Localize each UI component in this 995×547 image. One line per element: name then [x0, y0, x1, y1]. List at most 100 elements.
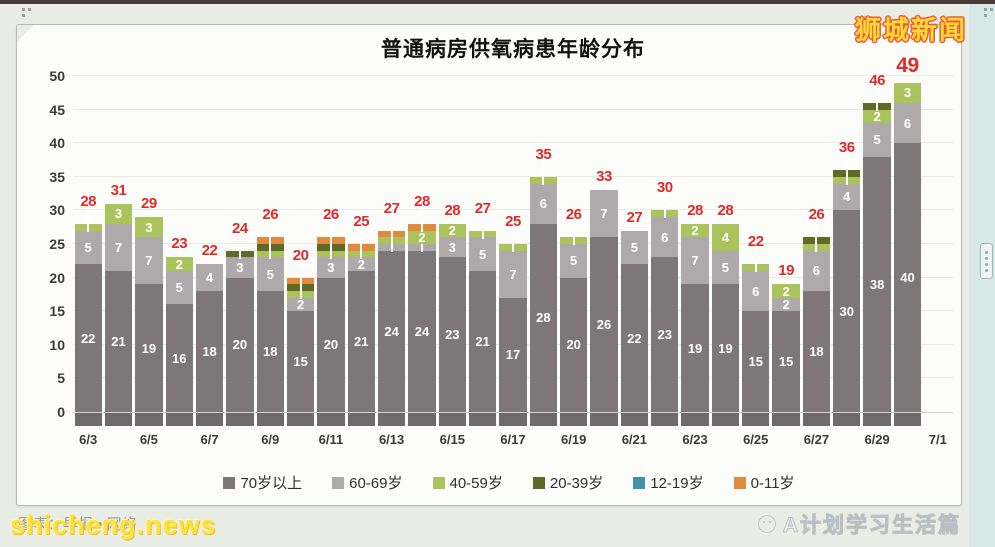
stacked-bar: 18611: [802, 221, 831, 412]
segment-value-label: 5: [873, 132, 881, 148]
x-axis-tick-label: 6/27: [803, 432, 830, 447]
x-axis-tick-label: [650, 432, 680, 458]
x-axis-tick-label: 6/23: [682, 432, 708, 447]
segment-70plus: 26: [590, 237, 618, 412]
x-axis-bar: [711, 413, 740, 426]
segment-70plus: 19: [681, 284, 709, 412]
bar-slot: 19 7 3 29: [134, 77, 164, 412]
segment-value-label: 5: [570, 253, 578, 269]
segment-70plus: 28: [529, 223, 557, 412]
segment-70plus: 23: [438, 257, 466, 412]
scroll-handle[interactable]: [980, 243, 993, 279]
segment-70plus: 23: [651, 257, 679, 412]
x-axis-bar: [590, 413, 618, 426]
segment-value-label: 18: [202, 344, 217, 360]
segment-value-label: 26: [596, 317, 612, 333]
segment-value-label: 22: [80, 330, 96, 346]
segment-70plus: 22: [620, 264, 649, 412]
segment-value-label: 4: [843, 189, 851, 205]
segment-value-label: 23: [445, 327, 460, 343]
legend-swatch: [633, 476, 646, 489]
segment-value-label: 5: [84, 239, 92, 255]
segment-value-label: 28: [536, 310, 551, 326]
segment-value-label: 7: [600, 206, 608, 222]
segment-value-label: 6: [812, 263, 821, 279]
x-axis-tick-label: [346, 432, 376, 458]
bar-total-label: 25: [505, 213, 521, 230]
segment-value-label: 5: [721, 260, 729, 276]
bar-slot: 19 7 2 28: [680, 77, 710, 412]
x-axis-bar: [499, 413, 527, 426]
segment-70plus: 21: [104, 270, 133, 412]
x-axis-bar: [377, 413, 406, 426]
segment-value-label: 5: [630, 239, 638, 255]
legend-item: 40-59岁: [432, 472, 503, 493]
gridline: [73, 175, 953, 177]
segment-value-label: 3: [114, 206, 123, 222]
bar-total-label: 46: [869, 71, 885, 89]
y-axis-tick-label: 30: [49, 202, 65, 219]
x-axis-segment: [680, 413, 710, 426]
legend-swatch: [432, 476, 445, 489]
segment-70plus: 16: [165, 304, 193, 412]
x-axis-segment: [619, 413, 649, 426]
x-axis-segment: [710, 413, 740, 426]
segment-value-label: 2: [691, 223, 699, 239]
segment-20-39: 1: [802, 221, 831, 245]
x-axis-tick-label: 6/7: [200, 432, 219, 447]
segment-60-69: 2: [286, 297, 315, 312]
bar-slot: 18511126: [255, 77, 285, 412]
segment-70plus: 38: [863, 156, 891, 412]
corner-marks-icon: [22, 8, 25, 11]
y-axis-tick-label: 5: [57, 370, 65, 387]
segment-value-label: 15: [293, 354, 308, 370]
segment-70plus: 24: [377, 250, 406, 412]
x-axis-segment: [559, 413, 589, 426]
segment-60-69: 6: [742, 270, 770, 312]
x-axis-bar: [165, 413, 193, 426]
x-axis-tick-label: 6/13: [378, 432, 405, 447]
site-watermark: shicheng.news: [10, 510, 217, 540]
stacked-bar: 20 3 1: [226, 234, 254, 412]
stacked-bar: 23 3 2: [438, 223, 466, 412]
legend-label: 0-11岁: [750, 475, 795, 492]
x-axis-bar: [468, 413, 497, 426]
segment-value-label: 18: [809, 344, 824, 360]
segment-60-69: 5: [620, 230, 649, 265]
segment-60-69: 6: [802, 250, 831, 292]
segment-value-label: 19: [718, 340, 733, 356]
x-axis-bar: [286, 413, 315, 426]
x-axis-segment: [589, 413, 619, 426]
segment-70plus: 40: [893, 143, 922, 412]
window-top-edge: [0, 0, 995, 4]
x-axis-tick-label: 7/1: [928, 432, 947, 447]
x-axis-bar: [195, 413, 224, 426]
segment-70plus: 18: [195, 291, 224, 412]
x-axis-segment: [164, 413, 194, 426]
bar-total-label: 26: [323, 206, 339, 224]
segment-value-label: 15: [748, 354, 763, 370]
bar-total-label: 26: [262, 206, 279, 224]
segment-value-label: 6: [539, 196, 547, 212]
stacked-bar: 15 2 2: [772, 284, 800, 412]
segment-value-label: 21: [354, 333, 369, 349]
x-axis-segment: [862, 413, 892, 426]
segment-40-59: 1: [529, 160, 557, 184]
x-axis-bar: [620, 413, 649, 426]
bar-total-label: 30: [656, 179, 673, 197]
segment-value-label: 1: [297, 260, 304, 273]
bar-slot: 20 5 1 26: [559, 77, 589, 412]
legend-label: 20-39岁: [549, 475, 604, 492]
segment-value-label: 6: [661, 229, 669, 245]
x-axis-tick-label: 6/5: [139, 432, 158, 447]
bar-slot: 38 5 2 1 46: [862, 72, 892, 412]
brand-watermark: 狮城新闻: [854, 15, 967, 45]
segment-60-69: 2: [347, 257, 375, 271]
bar-total-label: 29: [141, 195, 157, 213]
segment-0-11: 1: [317, 221, 345, 245]
stacked-bar: 203111: [317, 221, 345, 412]
segment-value-label: 7: [114, 239, 123, 255]
account-watermark: A计划学习生活篇: [757, 509, 961, 539]
bar-total-label: 27: [474, 199, 491, 217]
bar-total-label: 24: [232, 219, 248, 237]
